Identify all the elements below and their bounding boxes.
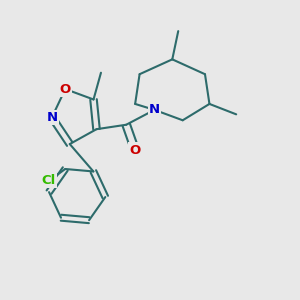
Text: O: O xyxy=(60,82,71,96)
Text: O: O xyxy=(130,143,141,157)
Text: N: N xyxy=(46,111,58,124)
Text: N: N xyxy=(149,103,160,116)
Text: Cl: Cl xyxy=(42,174,56,188)
